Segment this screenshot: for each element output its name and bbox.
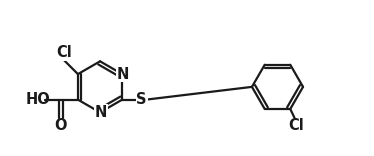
Text: N: N: [95, 105, 107, 120]
Text: HO: HO: [26, 92, 50, 107]
Text: S: S: [137, 92, 147, 107]
Text: N: N: [117, 67, 129, 82]
Text: Cl: Cl: [56, 45, 71, 60]
Text: Cl: Cl: [288, 118, 304, 133]
Text: O: O: [55, 118, 67, 133]
